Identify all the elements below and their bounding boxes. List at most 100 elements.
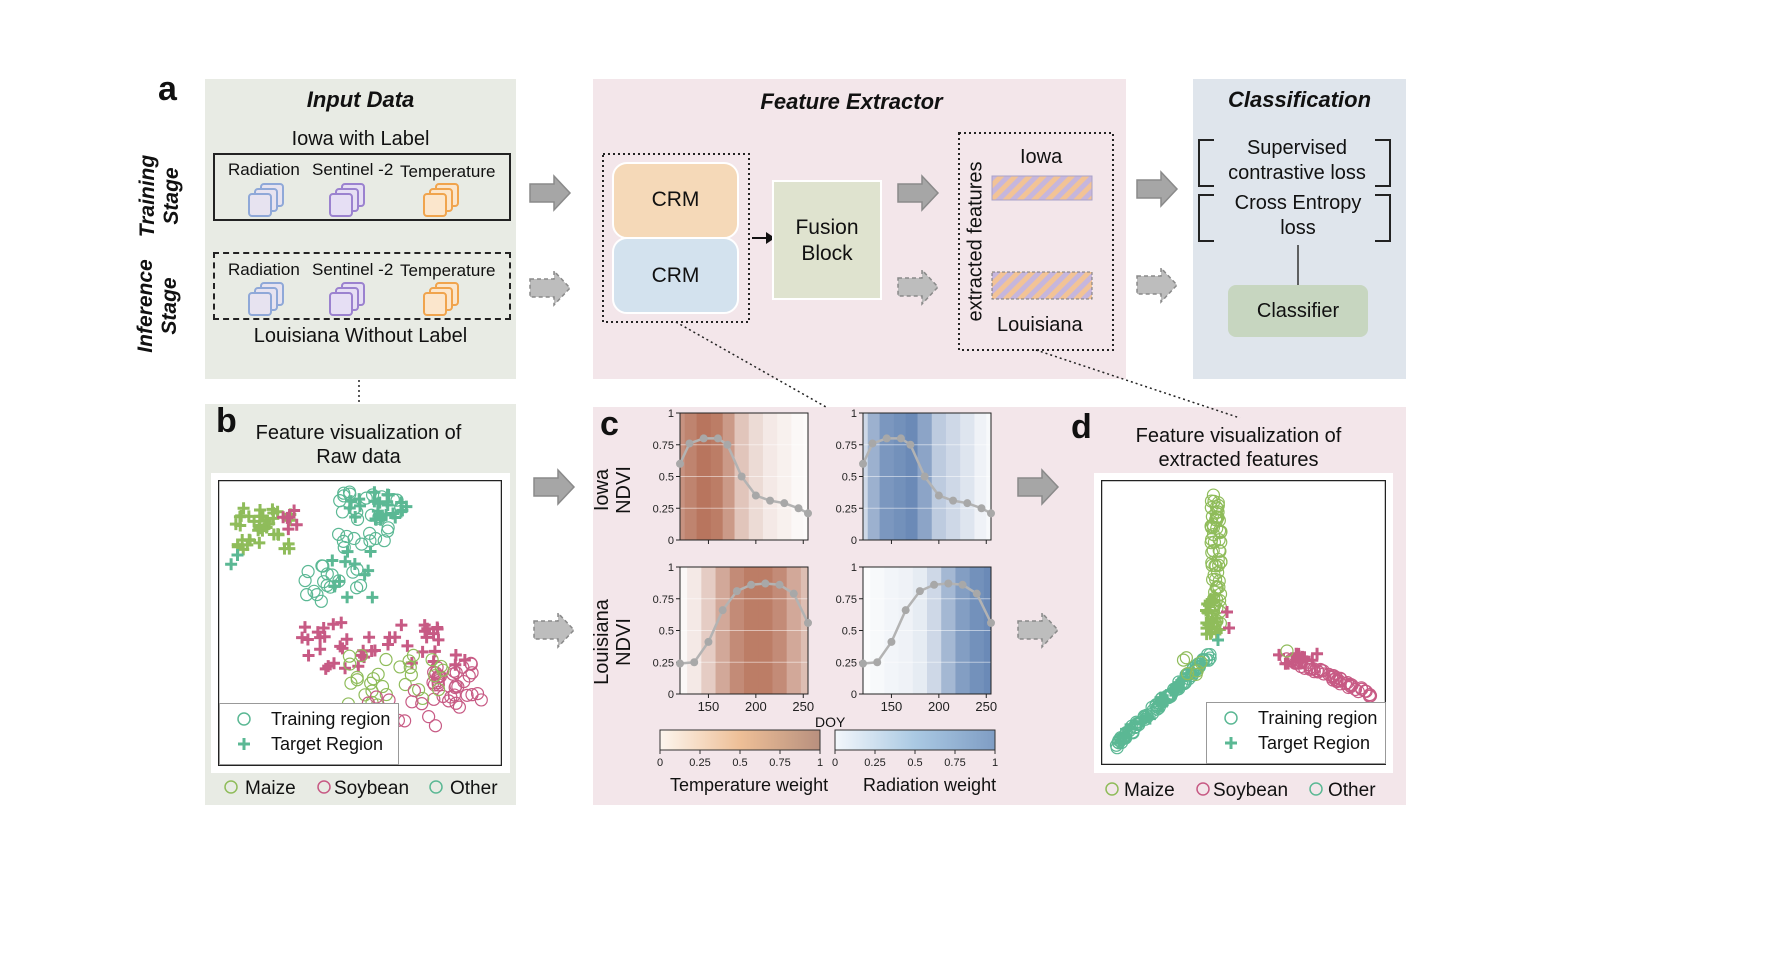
panel-b-legend-markers (237, 712, 251, 750)
training-point (358, 688, 372, 702)
target-point (428, 645, 441, 658)
ndvi-point (868, 439, 877, 448)
target-point (348, 557, 361, 570)
target-point (282, 523, 295, 536)
ndvi-subplot: 0 0.25 0.5 0.75 1 150 200 250 (653, 562, 815, 714)
ndvi-point (690, 658, 699, 667)
raw-data-scatter-plot (218, 480, 502, 766)
training-point (1204, 501, 1218, 515)
to-fusion-arrow-icon (766, 232, 775, 244)
training-point (377, 534, 391, 548)
panel-d-title-line2: extracted features (1158, 449, 1319, 471)
target-point (382, 638, 395, 651)
x-tick-label: 150 (881, 699, 903, 714)
training-point (1280, 644, 1294, 658)
target-point (418, 619, 431, 632)
y-tick-label: 1 (668, 562, 674, 574)
training-point (402, 654, 416, 668)
inference-input-box (213, 252, 511, 320)
target-point (327, 657, 340, 670)
fusion-block-label: Fusion Block (795, 216, 859, 265)
training-point (405, 695, 419, 709)
target-point (405, 656, 418, 669)
training-point (301, 564, 315, 579)
training-point (300, 588, 314, 602)
target-point (326, 554, 339, 567)
sentinel-label: Sentinel -2 (312, 160, 394, 179)
target-point (387, 507, 400, 520)
target-point (254, 519, 267, 532)
colorbar-tick-label: 0.75 (769, 757, 790, 769)
ndvi-point (873, 658, 882, 667)
target-point (362, 564, 375, 577)
training-point (398, 677, 412, 692)
target-point (368, 486, 381, 499)
target-point (1143, 712, 1156, 725)
training-point (1211, 505, 1225, 519)
training-point (364, 676, 378, 690)
target-point (1170, 684, 1183, 697)
y-tick-label: 0.75 (653, 594, 674, 606)
iowa-feature-bar (991, 175, 1093, 201)
training-point (448, 680, 462, 695)
training-point (404, 668, 418, 682)
target-point (449, 649, 462, 662)
y-tick-label: 1 (668, 408, 674, 420)
class-soybean-label: Soybean (334, 778, 410, 799)
target-point (225, 558, 238, 571)
training-point (1327, 669, 1341, 683)
panel-d-title-line1: Feature visualization of (1135, 425, 1342, 447)
y-tick-label: 0.25 (653, 657, 674, 669)
panel-d-legend (1206, 702, 1386, 764)
target-point (237, 502, 250, 515)
training-point (1205, 556, 1219, 570)
y-tick-label: 0.75 (836, 594, 857, 606)
crm-bottom-label: CRM (651, 264, 700, 287)
training-point (342, 649, 357, 663)
training-point (1330, 673, 1344, 687)
target-point (395, 619, 408, 632)
y-tick-label: 0.5 (842, 472, 857, 484)
y-tick-label: 1 (851, 408, 857, 420)
training-point (346, 565, 360, 579)
x-tick-label: 250 (792, 699, 814, 714)
training-point (1206, 488, 1221, 502)
training-point (1204, 520, 1219, 535)
panel-letter-b: b (216, 402, 237, 440)
training-point (422, 710, 436, 724)
target-point (382, 489, 395, 502)
target-point (431, 621, 444, 634)
target-point (301, 633, 314, 646)
panel-d-legend-markers (1224, 711, 1238, 749)
ndvi-subplot: 0 0.25 0.5 0.75 1 (836, 408, 995, 547)
ndvi-point (699, 434, 708, 443)
ndvi-point (747, 580, 756, 589)
training-point (425, 653, 439, 667)
temperature-weight-label: Temperature weight (670, 775, 829, 795)
target-point (1157, 696, 1170, 709)
fusion-block (772, 180, 882, 300)
ndvi-point (789, 589, 798, 598)
training-point (474, 693, 488, 707)
classifier-block (1228, 285, 1368, 337)
legend-target-region: Target Region (1258, 733, 1371, 753)
training-point (1313, 662, 1328, 677)
ndvi-point (804, 618, 812, 627)
training-point (393, 660, 407, 674)
training-point (447, 688, 462, 702)
target-point (341, 545, 354, 558)
temperature-colorbar (659, 729, 821, 751)
loss-bracket-icon (1198, 139, 1391, 242)
ndvi-point (901, 606, 910, 615)
ndvi-point (780, 499, 789, 508)
y-tick-label: 0.75 (836, 440, 857, 452)
training-point (1207, 568, 1221, 582)
colorbar-tick-label: 0.25 (689, 757, 710, 769)
ndvi-point (713, 434, 722, 443)
target-point (277, 511, 290, 524)
training-point (415, 697, 429, 711)
training-point (1180, 667, 1195, 681)
input-data-title: Input Data (306, 87, 415, 112)
training-point (371, 667, 385, 681)
